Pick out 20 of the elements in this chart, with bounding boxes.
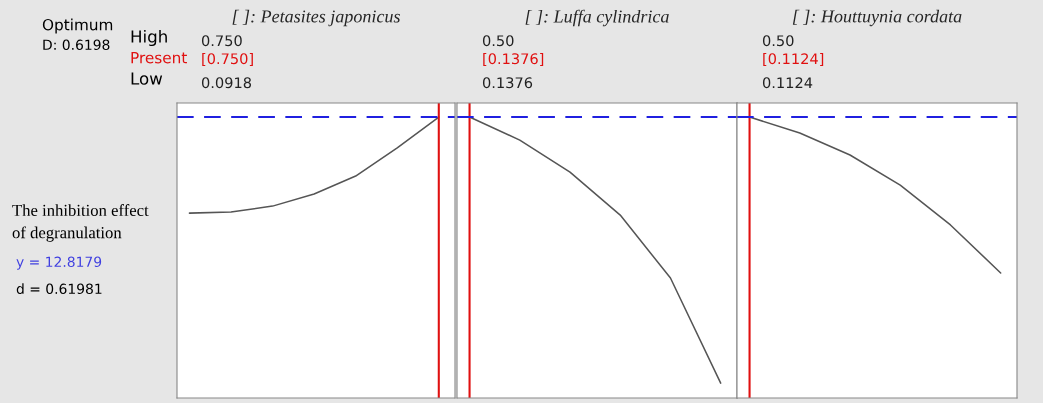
text: 0.750 — [201, 35, 242, 47]
text: 0.1376 — [482, 77, 533, 89]
text: 0.50 — [762, 35, 794, 47]
text: The inhibition effect of degranulation — [12, 204, 149, 242]
text: Present — [131, 52, 187, 64]
text: [0.1124] — [763, 52, 824, 66]
chart-title: [ ]: Houttuynia cordata — [792, 9, 962, 27]
text: [0.750] — [202, 52, 253, 66]
text: High — [131, 29, 167, 47]
text: Low — [131, 72, 163, 85]
chart-title: [ ]: Luffa cylindrica — [525, 9, 669, 27]
text: y = 12.8179 — [16, 256, 102, 270]
text: 0.50 — [482, 35, 514, 47]
text: 0.0918 — [201, 77, 252, 89]
text: 0.1124 — [762, 77, 813, 89]
text: Optimum — [42, 18, 113, 34]
text: d = 0.61981 — [16, 283, 102, 295]
chart-title: [ ]: Petasites japonicus — [232, 9, 400, 27]
text: [0.1376] — [483, 52, 544, 66]
text: D: 0.6198 — [43, 39, 110, 51]
